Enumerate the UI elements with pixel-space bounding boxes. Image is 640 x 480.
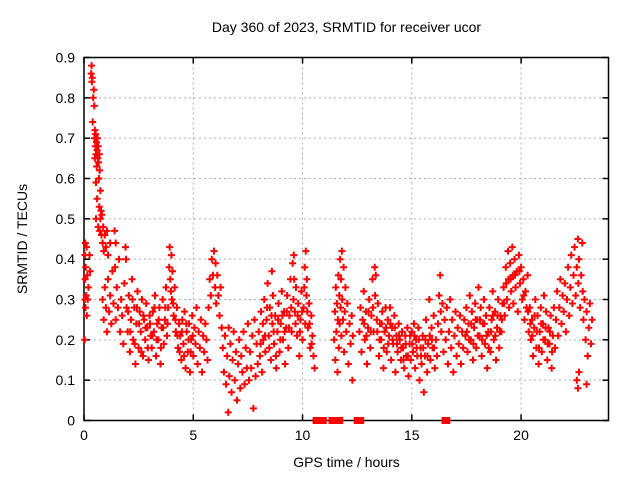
svg-text:0: 0 xyxy=(67,413,75,429)
svg-text:15: 15 xyxy=(404,427,420,443)
y-tick-labels: 0 0.1 0.2 0.3 0.4 0.5 0.6 0.7 0.8 0.9 xyxy=(56,50,76,429)
svg-text:0.1: 0.1 xyxy=(56,372,76,388)
x-axis-label: GPS time / hours xyxy=(293,454,400,470)
svg-text:20: 20 xyxy=(513,427,529,443)
svg-text:0: 0 xyxy=(80,427,88,443)
axis-ticks xyxy=(83,56,609,422)
svg-text:0.2: 0.2 xyxy=(56,332,76,348)
x-tick-labels: 0 5 10 15 20 xyxy=(80,427,529,443)
scatter-points-flagged-epochs xyxy=(312,417,451,424)
chart-title: Day 360 of 2023, SRMTID for receiver uco… xyxy=(211,19,482,35)
svg-text:5: 5 xyxy=(189,427,197,443)
svg-text:0.3: 0.3 xyxy=(56,292,76,308)
svg-text:0.8: 0.8 xyxy=(56,90,76,106)
svg-text:0.6: 0.6 xyxy=(56,171,76,187)
scatter-points-SRMTID xyxy=(81,62,596,416)
svg-text:0.4: 0.4 xyxy=(56,251,76,267)
grid-lines xyxy=(84,57,609,421)
y-axis-label: SRMTID / TECUs xyxy=(14,183,30,295)
svg-text:0.5: 0.5 xyxy=(56,211,76,227)
svg-text:10: 10 xyxy=(295,427,311,443)
svg-text:0.9: 0.9 xyxy=(56,50,76,66)
svg-text:0.7: 0.7 xyxy=(56,130,76,146)
plot-border xyxy=(83,56,610,422)
